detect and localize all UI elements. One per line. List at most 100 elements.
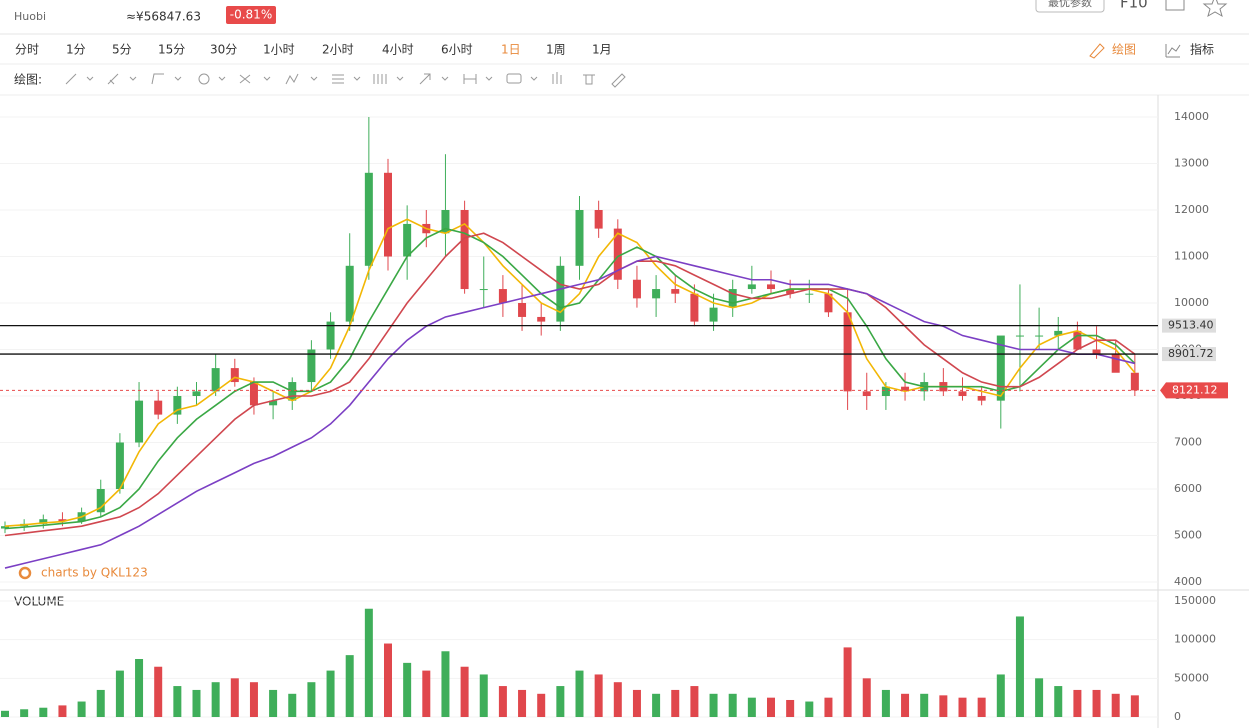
volume-bar: [786, 699, 795, 717]
volume-bar: [422, 670, 431, 717]
volume-bar: [326, 670, 335, 717]
price-tag: [1162, 318, 1216, 333]
period-button[interactable]: 2小时: [322, 43, 354, 57]
candle-body: [901, 386, 910, 392]
y-tick-label: 6000: [1174, 482, 1202, 495]
volume-bar: [939, 695, 948, 717]
volume-bar: [1015, 616, 1024, 717]
period-button[interactable]: 1分: [66, 43, 86, 57]
volume-bar: [77, 701, 86, 717]
draw-icon[interactable]: [1089, 43, 1105, 59]
period-button[interactable]: 1日: [501, 43, 521, 57]
volume-bar: [977, 697, 986, 717]
period-button[interactable]: 1周: [546, 43, 566, 57]
candle-body: [307, 349, 316, 383]
candle-body: [1, 526, 9, 529]
volume-bar: [728, 693, 737, 717]
volume-bar: [135, 659, 144, 717]
candle-body: [326, 321, 335, 350]
candle-body: [556, 265, 565, 322]
candle-body: [862, 391, 871, 396]
y-tick-label: 5000: [1174, 529, 1202, 542]
period-button[interactable]: 15分: [158, 43, 185, 57]
candle-body: [1130, 372, 1139, 391]
candle-body: [1035, 335, 1044, 337]
candle-body: [786, 289, 795, 294]
volume-bar: [1130, 695, 1139, 717]
y-tick-label: 10000: [1174, 296, 1209, 309]
cny-price: ≈¥56847.63: [126, 10, 201, 24]
candle-body: [958, 391, 967, 396]
candle-body: [269, 400, 278, 406]
volume-bar: [996, 674, 1005, 717]
candle-body: [39, 519, 48, 524]
indicator-icon[interactable]: [1165, 44, 1181, 58]
y-tick-label: 7000: [1174, 436, 1202, 449]
candle-body: [173, 396, 182, 415]
draw-tools[interactable]: [65, 72, 626, 88]
volume-bar: [709, 693, 718, 717]
volume-bar: [690, 686, 699, 717]
volume-bar: [403, 662, 412, 717]
volume-bar: [1, 710, 9, 717]
period-button[interactable]: 6小时: [441, 43, 473, 57]
volume-bar: [154, 666, 163, 717]
y-tick-label: 12000: [1174, 203, 1209, 216]
period-button[interactable]: 1小时: [263, 43, 295, 57]
period-button[interactable]: 30分: [210, 43, 237, 57]
candle-body: [115, 442, 124, 489]
volume-bar: [192, 689, 201, 717]
candle-body: [1054, 330, 1063, 336]
volume-bar: [862, 678, 871, 717]
indicator-button[interactable]: 指标: [1190, 42, 1214, 57]
volume-bar: [1035, 678, 1044, 717]
volume-bar: [901, 693, 910, 717]
candle-body: [96, 489, 105, 513]
y-tick-label: 100000: [1174, 633, 1216, 646]
volume-bar: [498, 686, 507, 717]
candle-body: [58, 519, 67, 522]
period-button[interactable]: 分时: [15, 43, 39, 57]
y-tick-label: 4000: [1174, 575, 1202, 588]
params-label[interactable]: 最优参数: [1048, 0, 1092, 9]
period-button[interactable]: 1月: [592, 43, 612, 57]
y-tick-label: 13000: [1174, 157, 1209, 170]
moving-average: [4, 227, 1136, 530]
volume-bar: [518, 689, 527, 717]
candle-body: [632, 279, 641, 299]
candle-body: [767, 284, 775, 290]
candle-body: [518, 303, 527, 317]
candle-body: [441, 210, 450, 234]
candle-body: [192, 391, 201, 396]
f10[interactable]: F10: [1120, 0, 1148, 12]
volume-bar: [39, 707, 48, 717]
moving-average: [4, 255, 1136, 569]
candle-body: [135, 400, 144, 443]
watermark: charts by QKL123: [41, 566, 148, 580]
candle-body: [690, 293, 699, 322]
volume-bar: [441, 651, 450, 717]
fullscreen-icon[interactable]: [1165, 0, 1185, 11]
volume-bar: [269, 689, 278, 717]
volume-bar: [824, 697, 833, 717]
candle-body: [824, 293, 833, 313]
last-price-tag: [1160, 382, 1228, 399]
volume-bar: [537, 693, 546, 717]
period-button[interactable]: 4小时: [382, 43, 414, 57]
candle-body: [575, 210, 584, 266]
candle-body: [384, 172, 392, 257]
params-button[interactable]: [1035, 0, 1105, 13]
volume-bar: [1092, 689, 1101, 717]
exchange: Huobi: [14, 10, 46, 23]
last-price-label: 8121.12: [1172, 383, 1218, 396]
draw-button[interactable]: 绘图: [1112, 42, 1136, 57]
volume-bar: [230, 678, 239, 717]
volume-bar: [767, 697, 775, 717]
candle-body: [1073, 330, 1082, 350]
candle-body: [1092, 349, 1101, 355]
volume-bar: [1073, 689, 1082, 717]
period-button[interactable]: 5分: [112, 43, 132, 57]
star-icon[interactable]: [1202, 0, 1228, 18]
volume-bar: [881, 689, 890, 717]
y-tick-label: 0: [1174, 710, 1181, 723]
